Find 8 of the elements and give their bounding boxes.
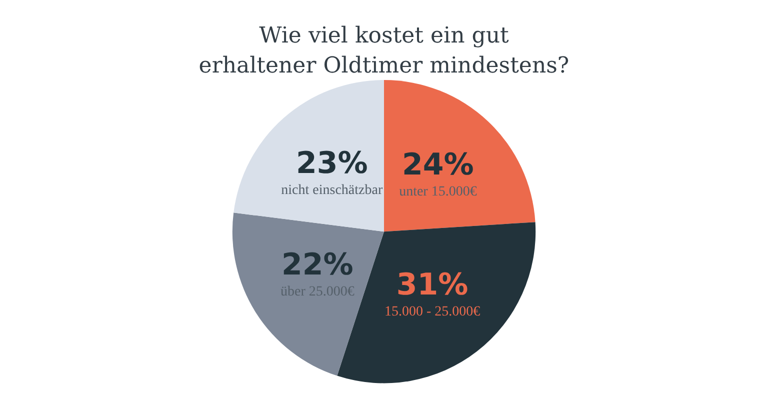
data-label: 31% — [396, 267, 468, 302]
chart-title: Wie viel kostet ein gut erhaltener Oldtimer mindestens? — [198, 24, 570, 78]
data-label: 23% — [296, 146, 368, 181]
data-label: 22% — [282, 247, 354, 282]
slice-label: unter 15.000€ — [399, 184, 477, 200]
data-label: 24% — [402, 148, 474, 183]
slice-label: nicht einschätzbar — [281, 183, 383, 198]
slice-label: 15.000 - 25.000€ — [384, 304, 480, 320]
